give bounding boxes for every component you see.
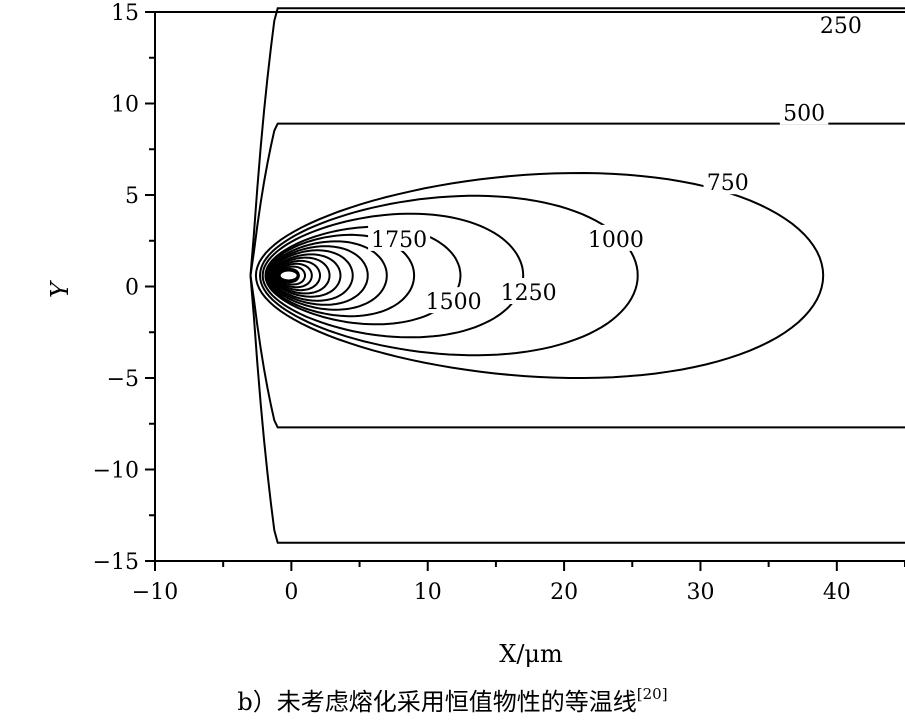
isotherm-label-bg-750 <box>703 168 752 195</box>
caption-text: b）未考虑熔化采用恒值物性的等温线 <box>237 688 637 716</box>
isotherm-label-1500: 1500 <box>426 290 482 315</box>
isotherm-closed-4 <box>264 225 462 326</box>
x-tick-label: 20 <box>550 580 578 605</box>
isotherm-label-bg-250 <box>816 10 866 37</box>
isotherm-closed-6 <box>267 240 388 311</box>
isotherm-closed-10 <box>272 256 331 295</box>
isotherm-closed-3 <box>261 212 525 339</box>
x-axis-title: X/μm <box>499 640 563 668</box>
x-tick-label: 10 <box>414 580 442 605</box>
isotherm-open-1 <box>249 7 905 544</box>
isotherm-label-bg-500 <box>779 98 829 125</box>
isotherm-label-500: 500 <box>783 102 825 127</box>
isotherm-closed-2 <box>258 194 639 357</box>
x-tick-label: 30 <box>686 580 714 605</box>
y-tick-label: 0 <box>125 276 139 301</box>
isotherm-closed-8 <box>269 249 354 302</box>
isotherm-closed-12 <box>275 262 313 289</box>
figure-caption: b）未考虑熔化采用恒值物性的等温线[20] <box>0 682 905 717</box>
y-tick-label: −15 <box>93 550 139 575</box>
isotherm-open-2 <box>249 122 905 429</box>
y-tick-label: 10 <box>111 93 139 118</box>
isotherm-labels: 250 500 750 1000 1250 1500 1750 <box>371 14 862 315</box>
x-tick-label: −10 <box>132 580 178 605</box>
isotherm-label-1250: 1250 <box>501 281 557 306</box>
isotherm-label-250: 250 <box>820 14 862 39</box>
y-tick-label: −10 <box>93 459 139 484</box>
isotherm-label-backgrounds <box>368 10 866 314</box>
isotherm-label-bg-1500 <box>422 287 485 314</box>
heat-source-core <box>278 269 299 282</box>
caption-reference: [20] <box>636 685 668 703</box>
tick-labels: −10 0 10 20 30 40 −15 −10 −5 0 5 10 15 <box>93 1 851 605</box>
x-tick-label: 0 <box>284 580 298 605</box>
isotherm-closed-7 <box>268 245 369 306</box>
isotherm-closed-1 <box>254 171 825 379</box>
y-tick-label: 15 <box>111 1 139 26</box>
ticks <box>145 11 905 571</box>
x-tick-label: 40 <box>823 580 851 605</box>
isotherm-closed-9 <box>271 253 342 298</box>
isotherm-closed-11 <box>274 259 321 292</box>
isotherm-label-bg-1000 <box>584 224 647 251</box>
isotherm-label-750: 750 <box>707 171 749 196</box>
isotherm-closed-13 <box>276 265 306 286</box>
isotherm-label-bg-1750 <box>368 224 431 251</box>
y-axis-title: Y <box>46 280 74 298</box>
isotherm-label-1000: 1000 <box>588 228 644 253</box>
isotherm-curves <box>249 7 905 544</box>
isotherm-closed-5 <box>265 233 416 318</box>
y-tick-label: 5 <box>125 184 139 209</box>
y-tick-label: −5 <box>107 367 139 392</box>
isotherm-label-1750: 1750 <box>371 228 427 253</box>
isotherm-label-bg-1250 <box>497 277 560 304</box>
